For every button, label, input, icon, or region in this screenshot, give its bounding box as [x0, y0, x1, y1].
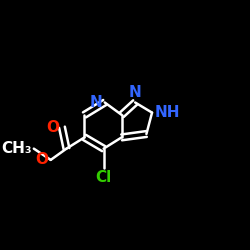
Text: O: O — [36, 152, 49, 168]
Text: Cl: Cl — [96, 170, 112, 185]
Text: O: O — [47, 120, 60, 135]
Text: NH: NH — [154, 105, 180, 120]
Text: N: N — [129, 85, 141, 100]
Text: N: N — [90, 95, 102, 110]
Text: CH₃: CH₃ — [1, 141, 32, 156]
